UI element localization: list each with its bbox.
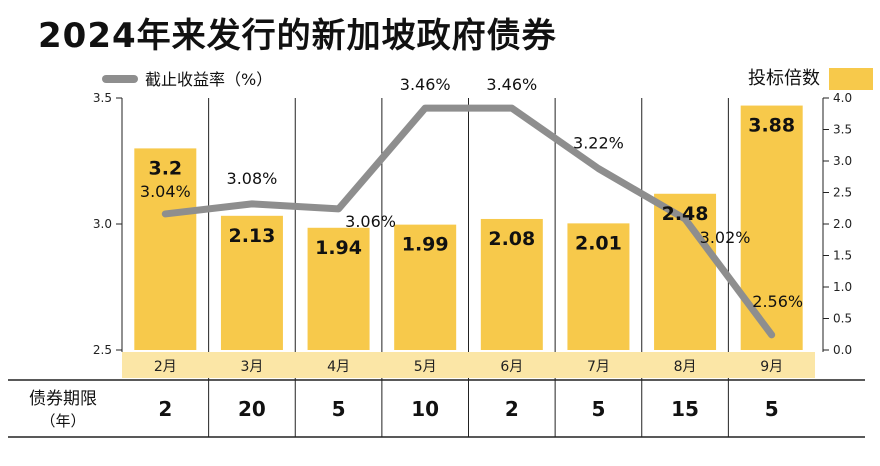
legend-bar-swatch	[829, 68, 873, 90]
line-value-label: 3.06%	[345, 212, 396, 231]
right-axis-tick-label: 1.5	[833, 249, 852, 263]
category-label: 8月	[674, 359, 697, 375]
left-axis-tick-label: 3.0	[93, 217, 112, 231]
right-axis-tick-label: 1.0	[833, 280, 852, 294]
bar-value-label: 2.08	[488, 228, 535, 250]
legend-line-swatch	[102, 75, 138, 83]
legend-bar-label: 投标倍数	[748, 68, 820, 89]
category-label: 6月	[500, 359, 523, 375]
category-label: 4月	[327, 359, 350, 375]
table-value: 10	[411, 397, 439, 421]
right-axis-tick-label: 3.0	[833, 154, 852, 168]
table-value: 5	[765, 397, 779, 421]
category-label: 2月	[154, 359, 177, 375]
category-label: 7月	[587, 359, 610, 375]
table-value: 2	[158, 397, 172, 421]
left-axis-tick-label: 3.5	[93, 91, 112, 105]
line-value-label: 3.04%	[140, 182, 191, 201]
category-label: 5月	[414, 359, 437, 375]
bar-value-label: 2.13	[228, 225, 275, 247]
yield-line	[161, 104, 776, 339]
line-value-label: 3.02%	[700, 228, 751, 247]
table-value: 2	[505, 397, 519, 421]
table-row-label-line1: 债券期限	[29, 389, 97, 409]
legend-line-label: 截止收益率（%）	[145, 70, 273, 89]
line-value-label: 3.08%	[227, 169, 278, 188]
category-label: 9月	[760, 359, 783, 375]
category-band	[122, 352, 815, 378]
line-value-label: 2.56%	[752, 292, 803, 311]
right-axis-tick-label: 2.5	[833, 186, 852, 200]
table-value: 20	[238, 397, 266, 421]
bar-value-label: 2.48	[662, 203, 709, 225]
bar-mark	[220, 215, 283, 350]
line-value-label: 3.46%	[486, 75, 537, 94]
chart-title: 2024年来发行的新加坡政府债券	[38, 16, 557, 56]
right-axis-tick-label: 0.5	[833, 312, 852, 326]
bar-mark	[307, 227, 370, 350]
table-value: 5	[591, 397, 605, 421]
left-axis-tick-label: 2.5	[93, 343, 112, 357]
bar-value-label: 3.88	[748, 115, 795, 137]
right-axis-tick-label: 3.5	[833, 123, 852, 137]
bar-value-label: 3.2	[148, 157, 182, 179]
table-value: 15	[671, 397, 699, 421]
line-value-label: 3.22%	[573, 134, 624, 153]
line-value-label: 3.46%	[400, 75, 451, 94]
category-label: 3月	[240, 359, 263, 375]
bar-mark	[134, 148, 197, 350]
right-axis-tick-label: 2.0	[833, 217, 852, 231]
bar-value-label: 2.01	[575, 232, 622, 254]
bar-value-label: 1.99	[402, 234, 449, 256]
table-value: 5	[332, 397, 346, 421]
table-row-label-line2: （年）	[40, 412, 86, 430]
right-axis-tick-label: 4.0	[833, 91, 852, 105]
bar-mark	[394, 224, 457, 350]
right-axis-tick-label: 0.0	[833, 343, 852, 357]
bar-mark	[480, 218, 543, 350]
bar-mark	[567, 223, 630, 350]
bar-value-label: 1.94	[315, 237, 362, 259]
